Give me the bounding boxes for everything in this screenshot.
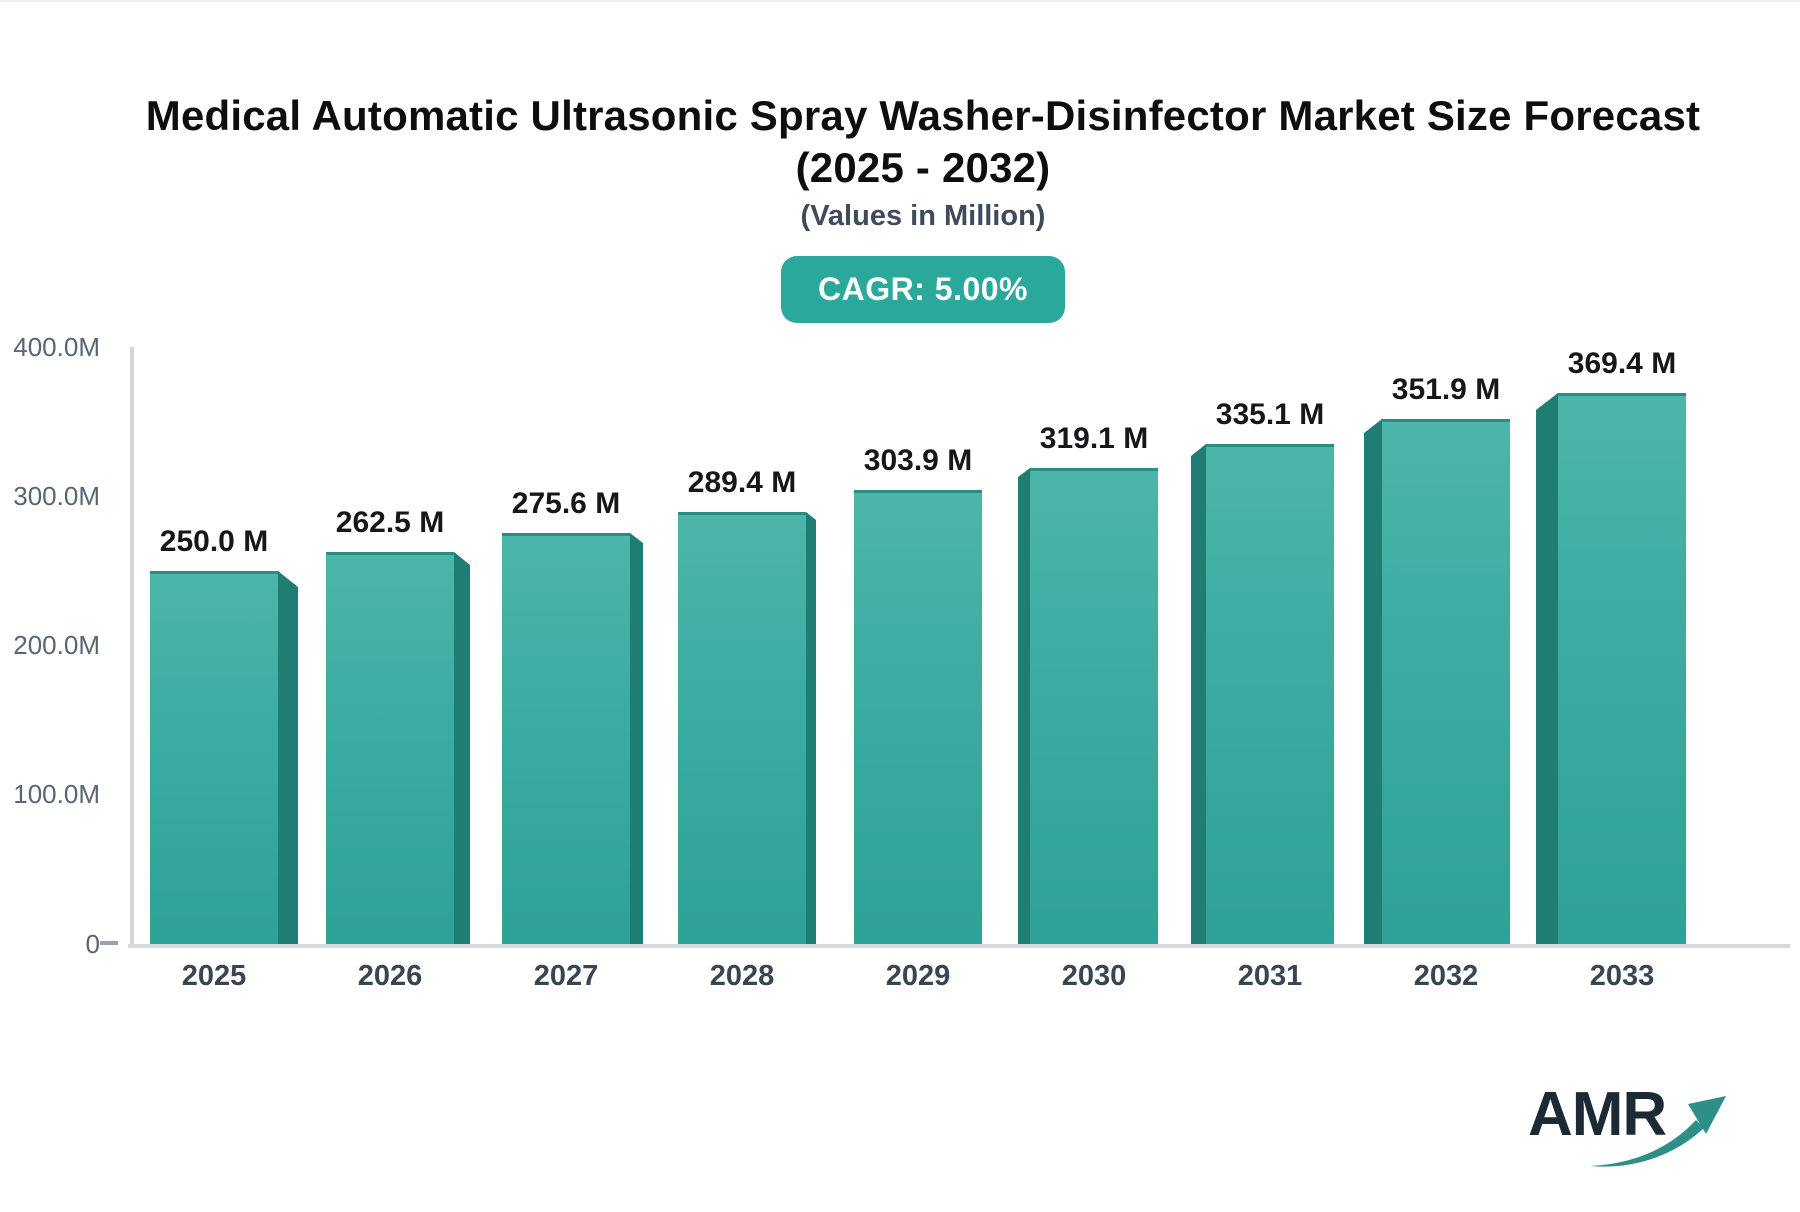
bar-2028 xyxy=(678,512,806,944)
x-axis-line xyxy=(128,944,1790,948)
bar-side-2028 xyxy=(806,512,816,944)
bar-side-2025 xyxy=(278,571,298,944)
bar-2033 xyxy=(1558,393,1686,944)
x-axis-label-2032: 2032 xyxy=(1413,960,1479,992)
bar-2032 xyxy=(1382,419,1510,944)
chart-header: Medical Automatic Ultrasonic Spray Washe… xyxy=(46,90,1800,323)
bar-side-2033 xyxy=(1536,393,1558,944)
bar-value-label-2033: 369.4 M xyxy=(1567,347,1677,380)
bar-value-label-2031: 335.1 M xyxy=(1215,398,1325,431)
amr-logo: AMR xyxy=(1528,1084,1748,1174)
amr-logo-text: AMR xyxy=(1528,1080,1667,1149)
y-axis-label-100: 100.0M xyxy=(13,779,100,809)
y-axis-label-300: 300.0M xyxy=(13,481,100,511)
x-axis-label-2028: 2028 xyxy=(709,960,775,992)
bar-value-label-2030: 319.1 M xyxy=(1039,422,1149,455)
x-axis-label-2027: 2027 xyxy=(533,960,599,992)
bar-2026 xyxy=(326,552,454,944)
bar-side-2030 xyxy=(1018,468,1030,944)
x-axis-label-2025: 2025 xyxy=(181,960,247,992)
bar-2027 xyxy=(502,533,630,944)
y-axis-label-400: 400.0M xyxy=(13,332,100,362)
bar-side-2026 xyxy=(454,552,470,944)
bar-value-label-2025: 250.0 M xyxy=(159,525,269,558)
growth-arrow-icon xyxy=(1590,1096,1726,1167)
zero-tick-mark xyxy=(100,941,118,945)
bar-2025 xyxy=(150,571,278,944)
bar-2031 xyxy=(1206,444,1334,944)
chart-subtitle: (Values in Million) xyxy=(800,200,1046,232)
bar-side-2027 xyxy=(630,533,643,944)
x-axis-label-2029: 2029 xyxy=(885,960,951,992)
bar-value-label-2027: 275.6 M xyxy=(511,487,621,520)
bar-value-label-2029: 303.9 M xyxy=(863,444,973,477)
bar-side-2032 xyxy=(1364,419,1382,944)
x-axis-label-2026: 2026 xyxy=(357,960,423,992)
bar-2030 xyxy=(1030,468,1158,944)
bar-side-2031 xyxy=(1191,444,1206,944)
y-axis-label-200: 200.0M xyxy=(13,630,100,660)
x-axis-label-2033: 2033 xyxy=(1589,960,1655,992)
bar-value-label-2028: 289.4 M xyxy=(687,466,797,499)
bar-value-label-2026: 262.5 M xyxy=(335,506,445,539)
y-axis-label-0: 0 xyxy=(85,929,100,959)
x-axis-label-2030: 2030 xyxy=(1061,960,1127,992)
chart-title-line-2: (2025 - 2032) xyxy=(795,144,1051,191)
bar-value-label-2032: 351.9 M xyxy=(1391,373,1501,406)
x-axis-label-2031: 2031 xyxy=(1237,960,1303,992)
y-axis-line xyxy=(130,347,134,948)
bar-2029 xyxy=(854,490,982,944)
cagr-badge: CAGR: 5.00% xyxy=(781,256,1065,323)
chart-title-line-1: Medical Automatic Ultrasonic Spray Washe… xyxy=(145,92,1701,139)
